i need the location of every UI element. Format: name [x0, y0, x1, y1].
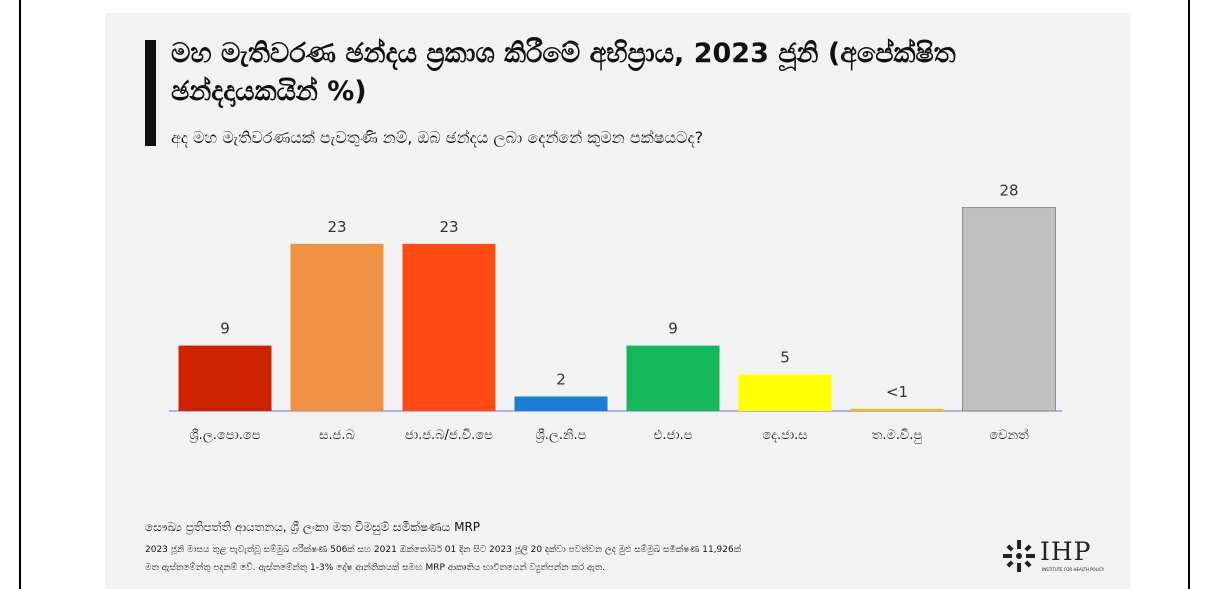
bar-2 [290, 243, 384, 411]
bar-6 [738, 374, 832, 411]
value-label-6: 5 [780, 349, 790, 367]
title-accent-bar [145, 40, 156, 146]
bar-1 [178, 345, 272, 411]
chart-title: මහ මැතිවරණ ඡන්දය ප්‍රකාශ කිරීමේ අභිප්‍රා… [171, 38, 956, 107]
ihp-logo-mark-icon [1003, 540, 1035, 572]
category-label-5: එ.ජා.ප [654, 428, 693, 443]
value-label-5: 9 [668, 320, 678, 338]
category-label-6: දෙ.ජා.ස [762, 428, 807, 443]
value-label-8: 28 [999, 182, 1018, 200]
value-label-3: 23 [439, 218, 458, 236]
bar-3 [402, 243, 496, 411]
bar-5 [626, 345, 720, 411]
bar-chart: 9 ශ්‍රී.ල.පො.පෙ 23 ස.ජ.බ 23 ජා.ජ.බ/ජ.වි.පෙ 2 ශ්… [169, 182, 1062, 443]
footer-source: සෞඛ්‍ය ප්‍රතිපත්ති ආයතනය, ශ්‍රී ලංකා මත … [145, 520, 481, 534]
frame-left-border [19, 0, 21, 589]
category-label-4: ශ්‍රී.ල.නි.ප [536, 428, 587, 443]
slide: මහ මැතිවරණ ඡන්දය ප්‍රකාශ කිරීමේ අභිප්‍රා… [105, 13, 1130, 589]
value-label-4: 2 [556, 370, 566, 388]
footer-note-line-1: 2023 ජූනි මාසය තුළ පැවැත්වූ සම්මුඛ පරීක්… [145, 545, 742, 555]
bar-8 [962, 207, 1056, 412]
bar-7 [850, 408, 944, 411]
value-label-7: <1 [886, 383, 908, 401]
chart-subtitle: අද මහ මැතිවරණයක් පැවතුණි නම්, ඔබ ඡන්දය ල… [171, 128, 704, 147]
ihp-logo: IHP INSTITUTE FOR HEALTH POLICY [1002, 537, 1112, 577]
category-label-3: ජා.ජ.බ/ජ.වි.පෙ [405, 428, 493, 443]
category-label-7: ත.ම.වි.පු [872, 428, 923, 443]
ihp-logo-subtext: INSTITUTE FOR HEALTH POLICY [1042, 567, 1105, 572]
footer-note: 2023 ජූනි මාසය තුළ පැවැත්වූ සම්මුඛ පරීක්… [145, 541, 965, 577]
category-label-1: ශ්‍රී.ල.පො.පෙ [189, 428, 260, 443]
value-label-2: 23 [327, 218, 346, 236]
value-label-1: 9 [220, 320, 230, 338]
category-label-8: වෙනත් [989, 427, 1029, 443]
bar-4 [514, 396, 608, 411]
footer-note-line-2: මත ඇස්තමේන්තු පදනම් වේ. ඇස්තමේන්තු 1-3% … [145, 563, 605, 573]
frame-right-border [1188, 0, 1190, 589]
category-label-2: ස.ජ.බ [319, 428, 355, 443]
ihp-logo-text: IHP [1040, 537, 1092, 566]
